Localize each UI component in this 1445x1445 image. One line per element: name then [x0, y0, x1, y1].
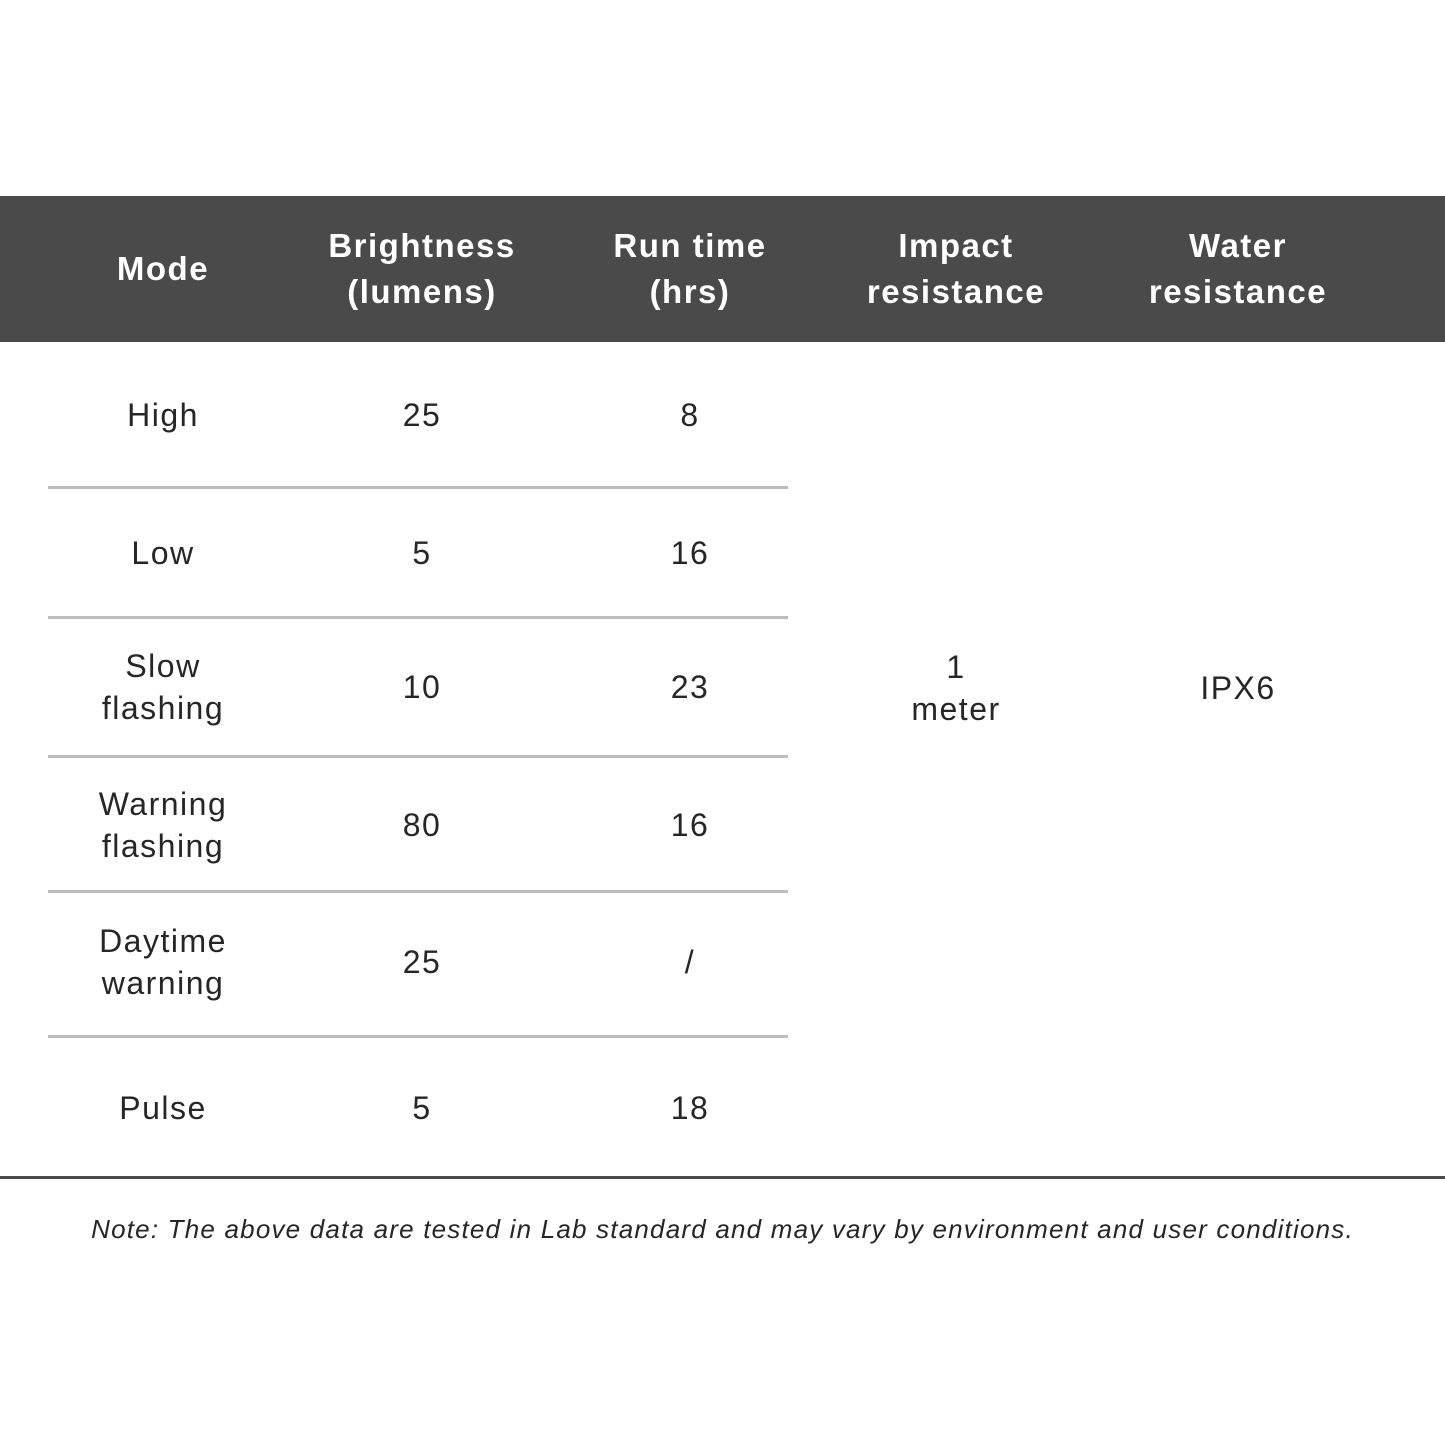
cell-runtime: 18 — [670, 1090, 710, 1126]
row-divider — [48, 755, 788, 758]
table-bottom-border — [0, 1176, 1445, 1179]
cell-mode: Low — [131, 535, 195, 571]
cell-mode: Pulse — [119, 1090, 207, 1126]
water-resistance-value: IPX6 — [1200, 670, 1276, 706]
cell-mode: Slow flashing — [101, 648, 225, 726]
row-divider — [48, 1035, 788, 1038]
header-water-resistance: Water resistance — [1148, 227, 1328, 310]
cell-brightness: 10 — [402, 669, 442, 705]
cell-runtime: / — [684, 944, 696, 980]
cell-runtime: 8 — [680, 397, 700, 433]
cell-runtime: 16 — [670, 807, 710, 843]
row-divider — [48, 616, 788, 619]
table-header: Mode Brightness (lumens) Run time (hrs) … — [0, 196, 1445, 342]
footnote: Note: The above data are tested in Lab s… — [91, 1214, 1354, 1244]
cell-mode: Warning flashing — [98, 786, 228, 864]
row-divider — [48, 890, 788, 893]
cell-runtime: 16 — [670, 535, 710, 571]
cell-brightness: 5 — [412, 535, 432, 571]
impact-resistance-value: 1 meter — [911, 649, 1001, 727]
row-divider — [48, 486, 788, 489]
header-brightness: Brightness (lumens) — [328, 227, 516, 310]
cell-brightness: 80 — [402, 807, 442, 843]
header-mode: Mode — [116, 250, 210, 287]
cell-brightness: 5 — [412, 1090, 432, 1126]
header-run-time: Run time (hrs) — [613, 227, 767, 310]
cell-mode: Daytime warning — [99, 923, 227, 1001]
header-impact-resistance: Impact resistance — [866, 227, 1046, 310]
cell-brightness: 25 — [402, 944, 442, 980]
cell-mode: High — [127, 397, 199, 433]
cell-runtime: 23 — [670, 669, 710, 705]
cell-brightness: 25 — [402, 397, 442, 433]
